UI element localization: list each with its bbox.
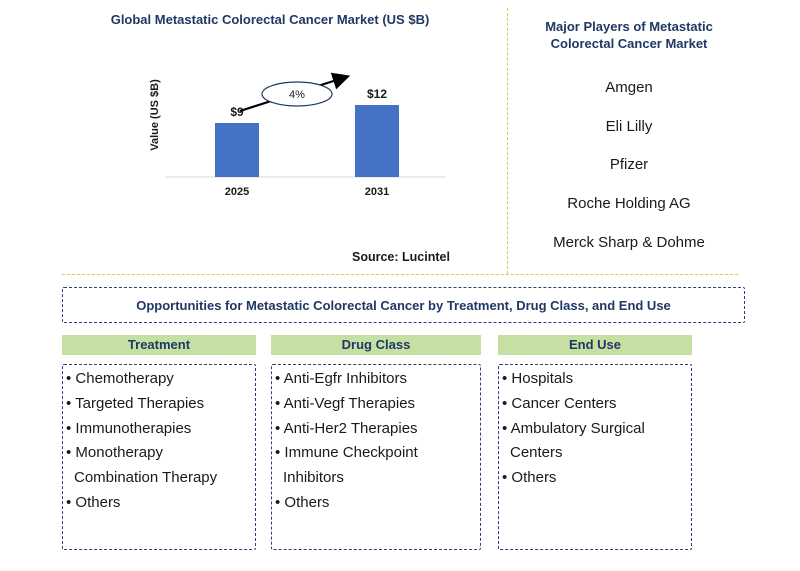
list-item: Inhibitors [283,469,344,487]
treatment-header: Treatment [62,335,256,355]
list-item: • Monotherapy [66,444,163,462]
treatment-box: • Chemotherapy • Targeted Therapies • Im… [62,364,256,550]
drug-class-box: • Anti-Egfr Inhibitors • Anti-Vegf Thera… [271,364,481,550]
list-item: • Anti-Vegf Therapies [275,394,416,412]
list-item: • Chemotherapy [66,370,174,387]
drug-class-header: Drug Class [271,335,481,355]
players-list: Amgen Eli Lilly Pfizer Roche Holding AG … [520,78,738,271]
data-label-2025: $9 [230,105,244,119]
players-title: Major Players of Metastatic Colorectal C… [545,19,713,51]
list-item: • Immunotherapies [66,419,192,437]
source-note: Source: Lucintel [352,250,450,264]
growth-ellipse [261,81,333,107]
opportunities-title: Opportunities for Metastatic Colorectal … [62,287,745,323]
list-item: • Cancer Centers [502,394,617,412]
list-item: • Anti-Her2 Therapies [275,419,418,437]
list-item: • Others [66,493,121,511]
bar-2031 [355,105,399,177]
list-item: • Others [502,469,557,487]
player-item: Eli Lilly [605,117,653,135]
data-label-2031: $12 [367,87,387,101]
player-item: Pfizer [609,156,649,174]
list-item: Combination Therapy [74,469,218,487]
end-use-box: • Hospitals • Cancer Centers • Ambulator… [498,364,692,550]
y-axis-label: Value (US $B) [149,79,161,151]
list-item: • Ambulatory Surgical [502,419,645,437]
list-item: • Others [275,493,330,511]
list-item: • Hospitals [502,370,574,387]
bar-2025 [215,123,259,177]
horizontal-divider [62,274,738,275]
x-tick-2031: 2031 [365,186,389,198]
list-item: • Immune Checkpoint [275,444,418,462]
vertical-divider [507,8,508,274]
growth-annotation: 4% [239,72,351,113]
x-tick-2025: 2025 [225,186,249,198]
player-item: Amgen [605,79,653,96]
player-item: Roche Holding AG [567,195,691,213]
end-use-header: End Use [498,335,692,355]
growth-label: 4% [289,89,305,101]
list-item: • Targeted Therapies [66,394,205,412]
list-item: • Anti-Egfr Inhibitors [275,370,407,387]
player-item: Merck Sharp & Dohme [553,233,705,251]
list-item: Centers [510,444,563,462]
chart-title: Global Metastatic Colorectal Cancer Mark… [110,12,430,27]
bar-chart: Value (US $B) $9 2025 $12 2031 4% [149,72,445,198]
